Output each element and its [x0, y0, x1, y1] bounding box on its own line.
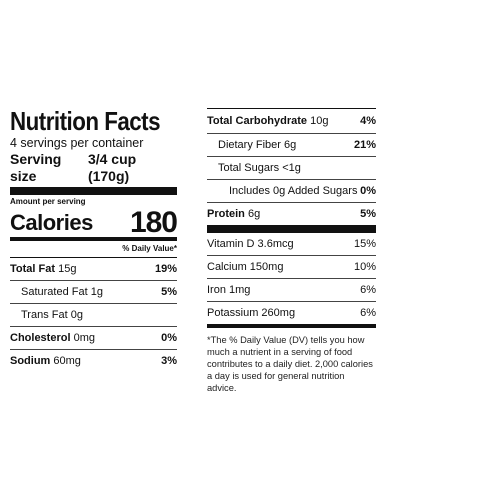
calories-label: Calories [10, 210, 93, 235]
nutrient-row-saturated-fat: Saturated Fat 1g 5% [10, 281, 177, 303]
servings-per-container: 4 servings per container [10, 136, 144, 150]
nutrient-row-iron: Iron 1mg 6% [207, 279, 376, 301]
nutrient-row-vitamin-d: Vitamin D 3.6mcg 15% [207, 233, 376, 255]
calories-value: 180 [129, 206, 178, 239]
medium-divider [207, 324, 376, 328]
nutrient-amount: 1mg [229, 284, 251, 296]
amount-per-serving: Amount per serving [10, 197, 86, 206]
nutrient-amount: 150mg [249, 261, 284, 273]
divider [10, 303, 177, 304]
thick-divider [207, 225, 376, 233]
vitamins-section: Vitamin D 3.6mcg 15% Calcium 150mg 10% I… [207, 233, 376, 324]
divider [207, 133, 376, 134]
nutrient-row-total-sugars: Total Sugars <1g [207, 157, 376, 179]
nutrient-amount: 1g [90, 286, 103, 298]
nutrient-name: Saturated Fat [21, 286, 88, 298]
nutrient-amount: 0g [70, 309, 83, 321]
nutrient-amount: 15g [58, 263, 77, 275]
nutrient-amount: 260mg [261, 307, 296, 319]
nutrient-row-dietary-fiber: Dietary Fiber 6g 21% [207, 134, 376, 156]
nutrient-pct: 3% [161, 355, 177, 367]
nutrient-amount: 0mg [73, 332, 95, 344]
divider [207, 202, 376, 203]
nutrition-left-column: Nutrition Facts 4 servings per container… [10, 106, 178, 372]
nutrient-amount: 60mg [53, 355, 81, 367]
nutrient-pct: 21% [353, 139, 376, 151]
nutrient-row-protein: Protein 6g 5% [207, 203, 376, 225]
nutrient-name: Calcium [207, 261, 247, 273]
calories-row: Calories 180 [10, 206, 178, 239]
nutrient-amount: 0g Added Sugars [273, 185, 358, 197]
daily-value-footnote: *The % Daily Value (DV) tells you how mu… [207, 335, 373, 393]
nutrient-name: Total Fat [10, 263, 56, 275]
divider [207, 156, 376, 157]
nutrient-pct: 5% [161, 286, 177, 298]
nutrient-row-sodium: Sodium 60mg 3% [10, 350, 177, 372]
divider [207, 179, 376, 180]
nutrient-row-calcium: Calcium 150mg 10% [207, 256, 376, 278]
nutrient-pct: 5% [360, 208, 376, 220]
nutrient-pct: 0% [360, 185, 376, 197]
nutrient-amount: 3.6mcg [257, 238, 294, 250]
nutrient-row-trans-fat: Trans Fat 0g [10, 304, 177, 326]
nutrient-name: Iron [207, 284, 226, 296]
serving-size-value: 3/4 cup (170g) [87, 151, 137, 184]
nutrient-row-potassium: Potassium 260mg 6% [207, 302, 376, 324]
nutrient-name: Dietary Fiber [218, 139, 281, 151]
divider [10, 257, 177, 258]
divider [10, 349, 177, 350]
nutrient-name: Sodium [10, 355, 51, 367]
nutrient-amount: 6g [284, 139, 297, 151]
nutrient-name: Protein [207, 208, 245, 220]
nutrient-amount: <1g [282, 162, 301, 174]
thick-divider [10, 187, 177, 195]
nutrient-row-total-carbohydrate: Total Carbohydrate 10g 4% [207, 109, 376, 133]
nutrient-row-cholesterol: Cholesterol 0mg 0% [10, 327, 177, 349]
daily-value-header: % Daily Value* [122, 244, 177, 253]
nutrient-name: Includes [229, 185, 270, 197]
nutrient-name: Total Carbohydrate [207, 115, 308, 127]
nutrient-pct: 6% [360, 307, 376, 319]
nutrient-amount: 6g [247, 208, 261, 220]
nutrient-name: Trans Fat [21, 309, 68, 321]
nutrient-pct: 4% [360, 115, 376, 127]
nutrient-amount: 10g [310, 115, 329, 127]
divider [207, 301, 376, 302]
nutrition-right-column: Total Carbohydrate 10g 4% Dietary Fiber … [207, 108, 376, 394]
serving-size-label: Serving size [10, 151, 62, 184]
medium-divider [10, 237, 177, 241]
nutrient-row-total-fat: Total Fat 15g 19% [10, 258, 177, 280]
nutrient-row-added-sugars: Includes 0g Added Sugars 0% [207, 180, 376, 202]
nutrient-pct: 19% [154, 263, 177, 275]
nutrient-name: Cholesterol [10, 332, 71, 344]
nutrient-pct: 6% [360, 284, 376, 296]
nutrient-name: Potassium [207, 307, 259, 319]
divider [10, 280, 177, 281]
nutrient-name: Total Sugars [218, 162, 280, 174]
nutrient-pct: 15% [353, 238, 376, 250]
divider [207, 255, 376, 256]
nutrient-pct: 10% [353, 261, 376, 273]
nutrient-pct: 0% [161, 332, 177, 344]
serving-size-row: Serving size 3/4 cup (170g) [10, 151, 177, 187]
divider [10, 326, 177, 327]
divider [207, 108, 376, 109]
nutrient-name: Vitamin D [207, 238, 255, 250]
label-title: Nutrition Facts [10, 106, 161, 136]
divider [207, 278, 376, 279]
